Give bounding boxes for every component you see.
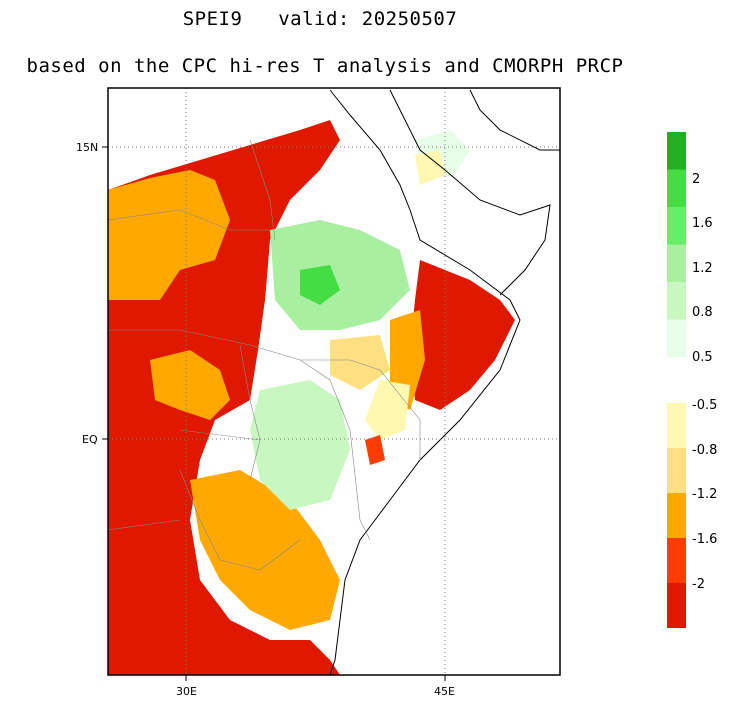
lon-tick-45e: 45E: [434, 685, 455, 698]
colorbar-label-0-8: 0.8: [692, 305, 713, 320]
wet-region-core: [300, 265, 340, 305]
colorbar-dry: [667, 403, 686, 628]
drought-region-horn: [410, 260, 515, 410]
colorbar-label-neg-0-8: -0.8: [692, 443, 718, 458]
cb-dry-swatch: [667, 583, 686, 628]
colorbar-label-neg-0-5: -0.5: [692, 398, 718, 413]
graticule: [108, 88, 560, 675]
colorbar-label-neg-2: -2: [692, 577, 705, 592]
colorbar-label-1-6: 1.6: [692, 216, 713, 231]
mild-drought-patch-2: [365, 380, 410, 440]
drought-spot: [365, 435, 385, 465]
map-title: SPEI9 valid: 20250507: [182, 8, 458, 30]
cb-wet-swatch: [667, 244, 686, 282]
cb-wet-swatch: [667, 282, 686, 320]
wet-region-east-africa: [250, 380, 350, 510]
lat-tick-15n: 15N: [76, 141, 98, 154]
cb-dry-swatch: [667, 448, 686, 493]
country-borders: [108, 139, 421, 571]
drought-region-mid-orange: [150, 350, 230, 420]
colorbar-label-neg-1-2: -1.2: [692, 487, 718, 502]
colorbar-wet: [667, 132, 686, 357]
colorbar-label-2: 2: [692, 172, 701, 187]
cb-wet-swatch: [667, 132, 686, 170]
lon-tick-30e: 30E: [176, 685, 197, 698]
drought-region-south-orange: [190, 470, 340, 630]
colorbar-label-1-2: 1.2: [692, 261, 713, 276]
map-area: [108, 88, 560, 675]
cb-dry-swatch: [667, 538, 686, 583]
mild-drought-patch: [330, 335, 390, 390]
cb-wet-swatch: [667, 207, 686, 245]
drought-region-west-orange: [108, 170, 230, 300]
map-subtitle: based on the CPC hi-res T analysis and C…: [26, 55, 624, 77]
axis-ticks: [102, 146, 446, 681]
mild-drought-yemen: [415, 150, 445, 185]
coastlines: [329, 89, 560, 675]
cb-wet-swatch: [667, 319, 686, 357]
wet-region-highlands: [270, 220, 410, 330]
map-frame: [107, 87, 561, 676]
cb-wet-swatch: [667, 169, 686, 207]
colorbar-label-neg-1-6: -1.6: [692, 532, 718, 547]
colorbar-label-0-5: 0.5: [692, 350, 713, 365]
cb-dry-swatch: [667, 403, 686, 448]
lat-tick-eq: EQ: [82, 433, 98, 446]
cb-dry-swatch: [667, 493, 686, 538]
